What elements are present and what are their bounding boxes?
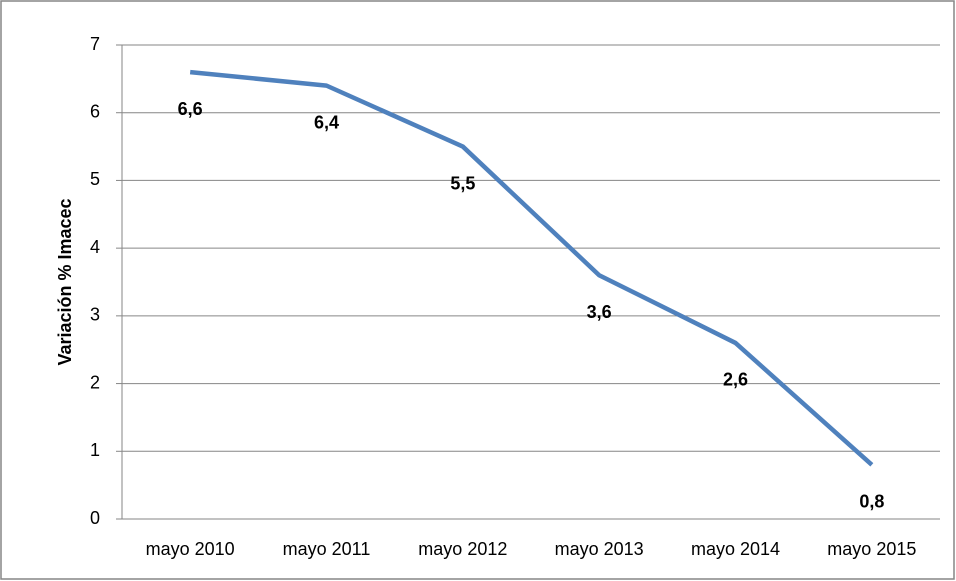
y-tick-label: 2 [90, 372, 100, 392]
data-label: 5,5 [450, 173, 475, 193]
x-tick-label: mayo 2011 [283, 539, 371, 559]
y-tick-label: 4 [90, 237, 100, 257]
x-tick-label: mayo 2015 [827, 539, 916, 559]
x-tick-label: mayo 2014 [691, 539, 780, 559]
data-label: 0,8 [859, 492, 884, 512]
y-tick-label: 7 [90, 34, 100, 54]
y-axis-title: Variación % Imacec [55, 198, 75, 365]
data-label: 6,6 [178, 99, 203, 119]
y-tick-label: 1 [90, 440, 100, 460]
x-tick-label: mayo 2012 [418, 539, 507, 559]
data-label: 6,4 [314, 112, 339, 132]
y-tick-label: 6 [90, 101, 100, 121]
x-tick-label: mayo 2013 [555, 539, 644, 559]
y-tick-label: 5 [90, 169, 100, 189]
x-tick-label: mayo 2010 [146, 539, 235, 559]
y-tick-label: 0 [90, 508, 100, 528]
data-label: 3,6 [587, 302, 612, 322]
y-tick-label: 3 [90, 305, 100, 325]
data-label: 2,6 [723, 370, 748, 390]
data-line [189, 69, 874, 467]
